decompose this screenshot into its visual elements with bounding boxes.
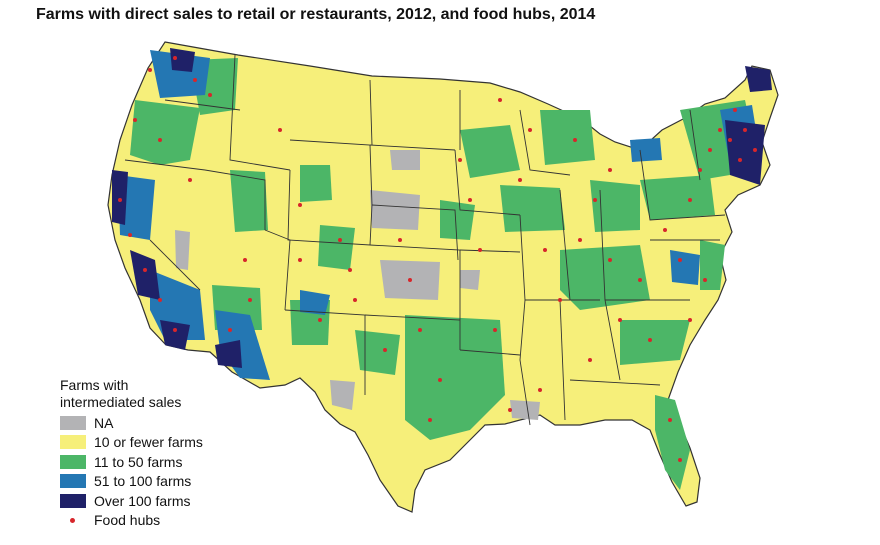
legend: Farms with intermediated sales NA 10 or …	[60, 377, 203, 530]
food-hubs	[118, 56, 757, 462]
navy-regions	[112, 48, 772, 368]
legend-item-10-or-fewer: 10 or fewer farms	[60, 433, 203, 453]
legend-item-51-to-100: 51 to 100 farms	[60, 472, 203, 492]
legend-title-line1: Farms with	[60, 377, 129, 393]
na-regions	[175, 150, 540, 420]
legend-title: Farms with intermediated sales	[60, 377, 203, 411]
map-title: Farms with direct sales to retail or res…	[36, 6, 596, 23]
food-hub-dot-icon	[60, 513, 86, 527]
state-boundaries	[124, 54, 726, 426]
legend-swatch-10-or-fewer	[60, 435, 86, 450]
legend-item-over-100: Over 100 farms	[60, 491, 203, 511]
legend-swatch-na	[60, 415, 86, 430]
legend-swatch-51-to-100	[60, 474, 86, 489]
legend-label-10-or-fewer: 10 or fewer farms	[94, 434, 203, 451]
legend-swatch-11-to-50	[60, 454, 86, 469]
legend-item-food-hubs: Food hubs	[60, 511, 203, 531]
legend-label-food-hubs: Food hubs	[94, 512, 161, 529]
legend-label-11-to-50: 11 to 50 farms	[94, 453, 183, 470]
legend-title-line2: intermediated sales	[60, 394, 182, 410]
legend-swatch-over-100	[60, 493, 86, 508]
legend-item-11-to-50: 11 to 50 farms	[60, 452, 203, 472]
us-outline	[107, 41, 779, 513]
legend-label-over-100: Over 100 farms	[94, 492, 191, 509]
legend-label-51-to-100: 51 to 100 farms	[94, 473, 192, 490]
legend-item-na: NA	[60, 413, 203, 433]
legend-label-na: NA	[94, 414, 114, 431]
